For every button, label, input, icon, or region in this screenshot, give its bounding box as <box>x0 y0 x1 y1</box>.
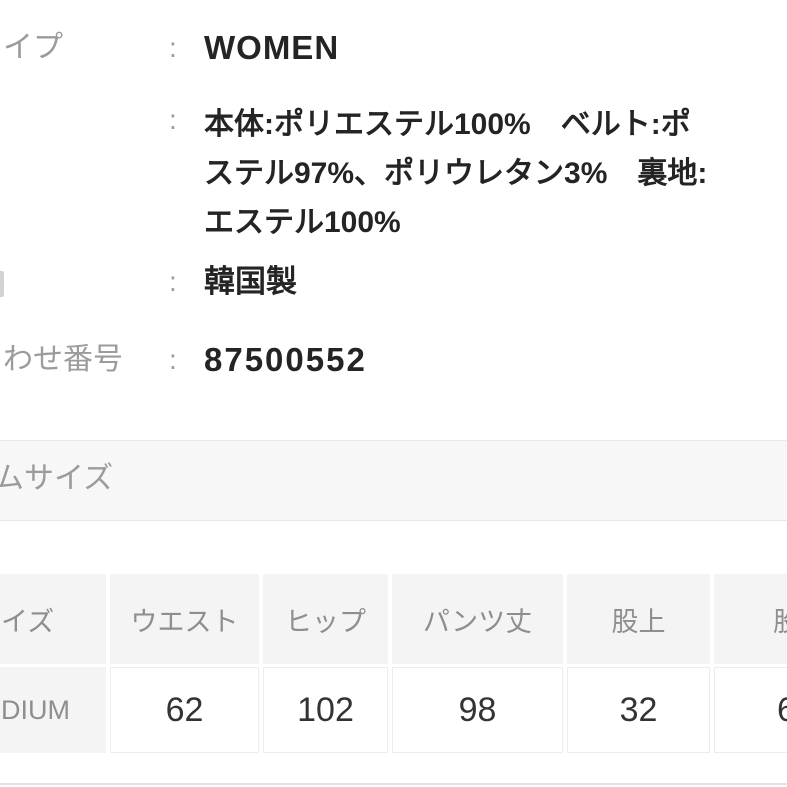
detail-value-origin: 韓国製 <box>204 264 297 299</box>
header-rise: 股上 <box>567 574 710 664</box>
detail-value-type: WOMEN <box>204 29 340 66</box>
label-separator: : <box>169 32 177 63</box>
label-separator: : <box>169 104 177 135</box>
detail-label: わせ番号 <box>3 343 123 376</box>
bottom-divider <box>0 783 787 785</box>
header-size: イズ <box>0 574 106 664</box>
cell-rise-value: 32 <box>567 667 710 753</box>
header-pants-length: パンツ丈 <box>392 574 563 664</box>
size-table-header-row: イズ ウエスト ヒップ パンツ丈 股上 股 <box>0 574 787 664</box>
detail-row-origin: : 韓国製 <box>0 262 787 302</box>
label-separator: : <box>169 266 177 297</box>
fabric-line-1: 本体:ポリエステル100% ベルト:ポ <box>204 108 691 141</box>
cell-pants-length-value: 98 <box>392 667 563 753</box>
header-inseam: 股 <box>714 574 787 664</box>
item-size-section-header: ムサイズ <box>0 440 787 521</box>
cell-hip-value: 102 <box>263 667 388 753</box>
cell-waist-value: 62 <box>110 667 259 753</box>
label-separator: : <box>169 344 177 375</box>
cell-inseam-value: 6 <box>714 667 787 753</box>
detail-label: イプ <box>3 31 63 64</box>
detail-row-type: イプ : WOMEN <box>0 28 787 68</box>
section-title: ムサイズ <box>0 462 114 495</box>
fabric-line-2: ステル97%、ポリウレタン3% 裏地: <box>204 157 708 190</box>
header-waist: ウエスト <box>110 574 259 664</box>
size-table: イズ ウエスト ヒップ パンツ丈 股上 股 DIUM 62 102 98 32 … <box>0 574 787 753</box>
size-table-data-row: DIUM 62 102 98 32 6 <box>0 667 787 753</box>
detail-row-fabric: : 本体:ポリエステル100% ベルト:ポ ステル97%、ポリウレタン3% 裏地… <box>0 100 787 250</box>
cropped-label-fragment <box>0 271 4 297</box>
header-hip: ヒップ <box>263 574 388 664</box>
detail-value-fabric: 本体:ポリエステル100% ベルト:ポ ステル97%、ポリウレタン3% 裏地: … <box>204 100 707 247</box>
detail-value-inquiry-number: 87500552 <box>204 341 367 378</box>
detail-row-inquiry-number: わせ番号 : 87500552 <box>0 340 787 380</box>
fabric-line-3: エステル100% <box>204 206 401 239</box>
cell-size-name: DIUM <box>0 667 106 753</box>
